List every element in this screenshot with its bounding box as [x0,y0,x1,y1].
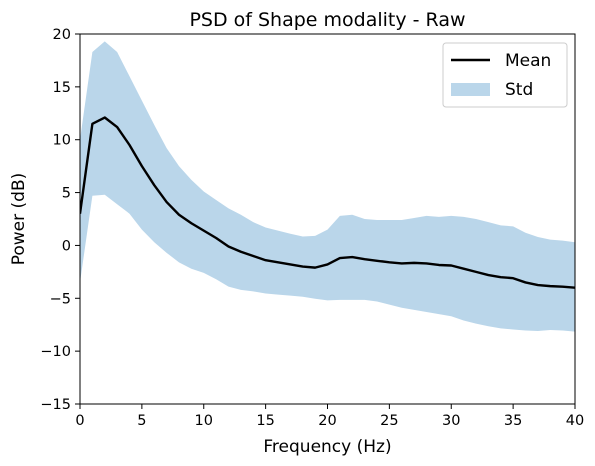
std-band [80,41,575,332]
legend-mean-label: Mean [505,51,551,71]
legend-std-label: Std [505,80,533,100]
y-tick-label: −5 [50,291,71,307]
axis-ticks: 0 5 10 15 20 25 30 35 40 −15 −10 −5 0 5 10 15 20 [40,27,584,429]
x-tick-label: 15 [256,413,274,429]
chart-title: PSD of Shape modality - Raw [189,9,465,31]
x-tick-label: 30 [442,413,460,429]
x-tick-label: 40 [566,413,584,429]
legend-std-swatch [451,83,490,96]
y-tick-label: 0 [62,238,71,254]
y-tick-label: 5 [62,186,71,202]
x-axis-label: Frequency (Hz) [263,437,391,457]
y-tick-label: −15 [40,397,71,413]
x-tick-label: 10 [195,413,213,429]
x-tick-label: 35 [504,413,522,429]
y-tick-label: 20 [53,27,71,43]
x-tick-label: 5 [137,413,146,429]
axes-frame [79,33,576,405]
x-tick-label: 0 [75,413,84,429]
x-tick-label: 20 [318,413,336,429]
y-tick-label: −10 [40,344,71,360]
y-tick-label: 15 [53,80,71,96]
plot-area [80,41,575,332]
x-tick-label: 25 [380,413,398,429]
y-tick-label: 10 [53,133,71,149]
mean-line [80,116,575,289]
y-axis-label: Power (dB) [9,173,29,266]
legend: Mean Std [442,42,568,108]
